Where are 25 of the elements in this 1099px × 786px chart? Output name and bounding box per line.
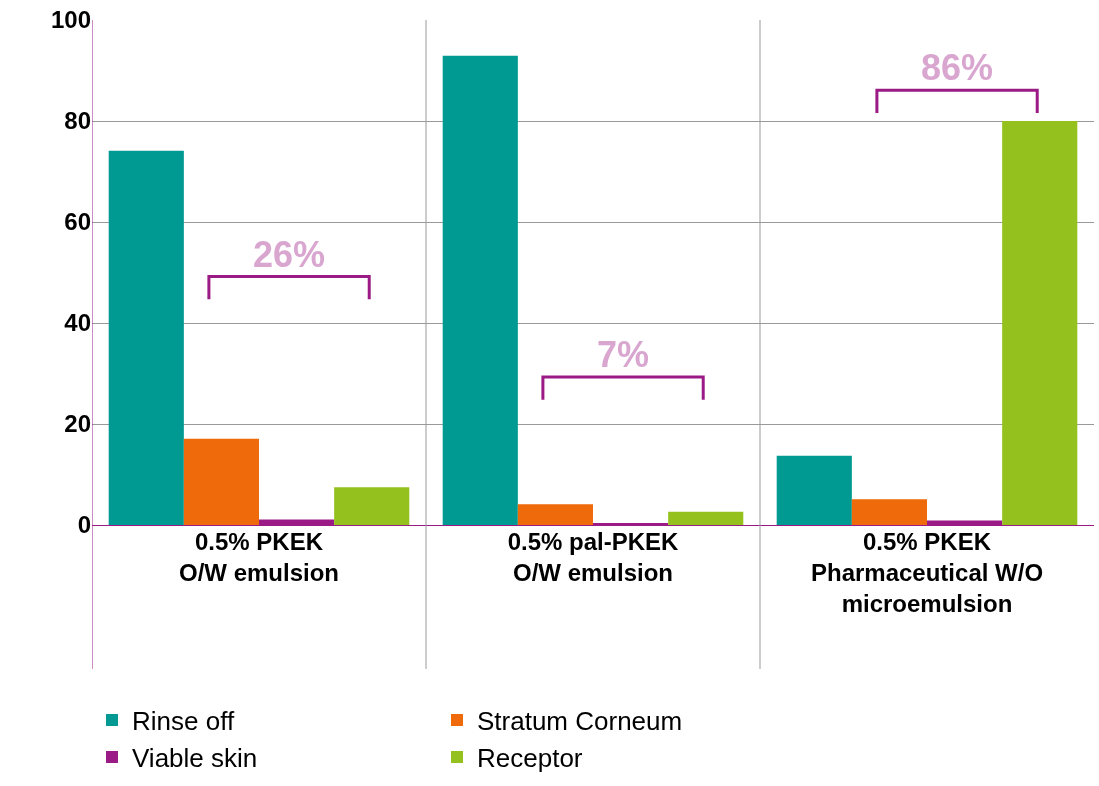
annotation: 7%: [597, 334, 650, 375]
y-tick-label: 80: [64, 107, 91, 135]
bar: [108, 150, 184, 525]
y-tick-label: 100: [50, 6, 91, 34]
y-tick-label: 40: [64, 309, 91, 337]
x-tick-label: 0.5% PKEK O/W emulsion: [178, 528, 340, 587]
legend-label: Rinse off: [132, 706, 235, 737]
y-tick-label: 0: [77, 511, 91, 539]
bar: [334, 487, 410, 525]
bar: [776, 455, 852, 525]
x-tick-label: 0.5% pal-PKEK O/W emulsion: [507, 528, 680, 587]
bar: [183, 438, 259, 525]
x-tick-label: 0.5% PKEK Pharmaceutical W/O microemulsion: [810, 528, 1044, 618]
y-tick-label: 20: [64, 410, 91, 438]
annotation: 26%: [253, 234, 326, 275]
legend-label: Receptor: [477, 743, 583, 774]
bar: [668, 511, 744, 525]
legend-label: Stratum Corneum: [477, 706, 683, 737]
bar: [442, 55, 518, 525]
legend-label: Viable skin: [132, 743, 258, 774]
bar: [1002, 121, 1078, 525]
y-tick-label: 60: [64, 208, 91, 236]
annotation: 86%: [921, 47, 994, 88]
bar: [851, 499, 927, 525]
bar: [517, 504, 593, 525]
